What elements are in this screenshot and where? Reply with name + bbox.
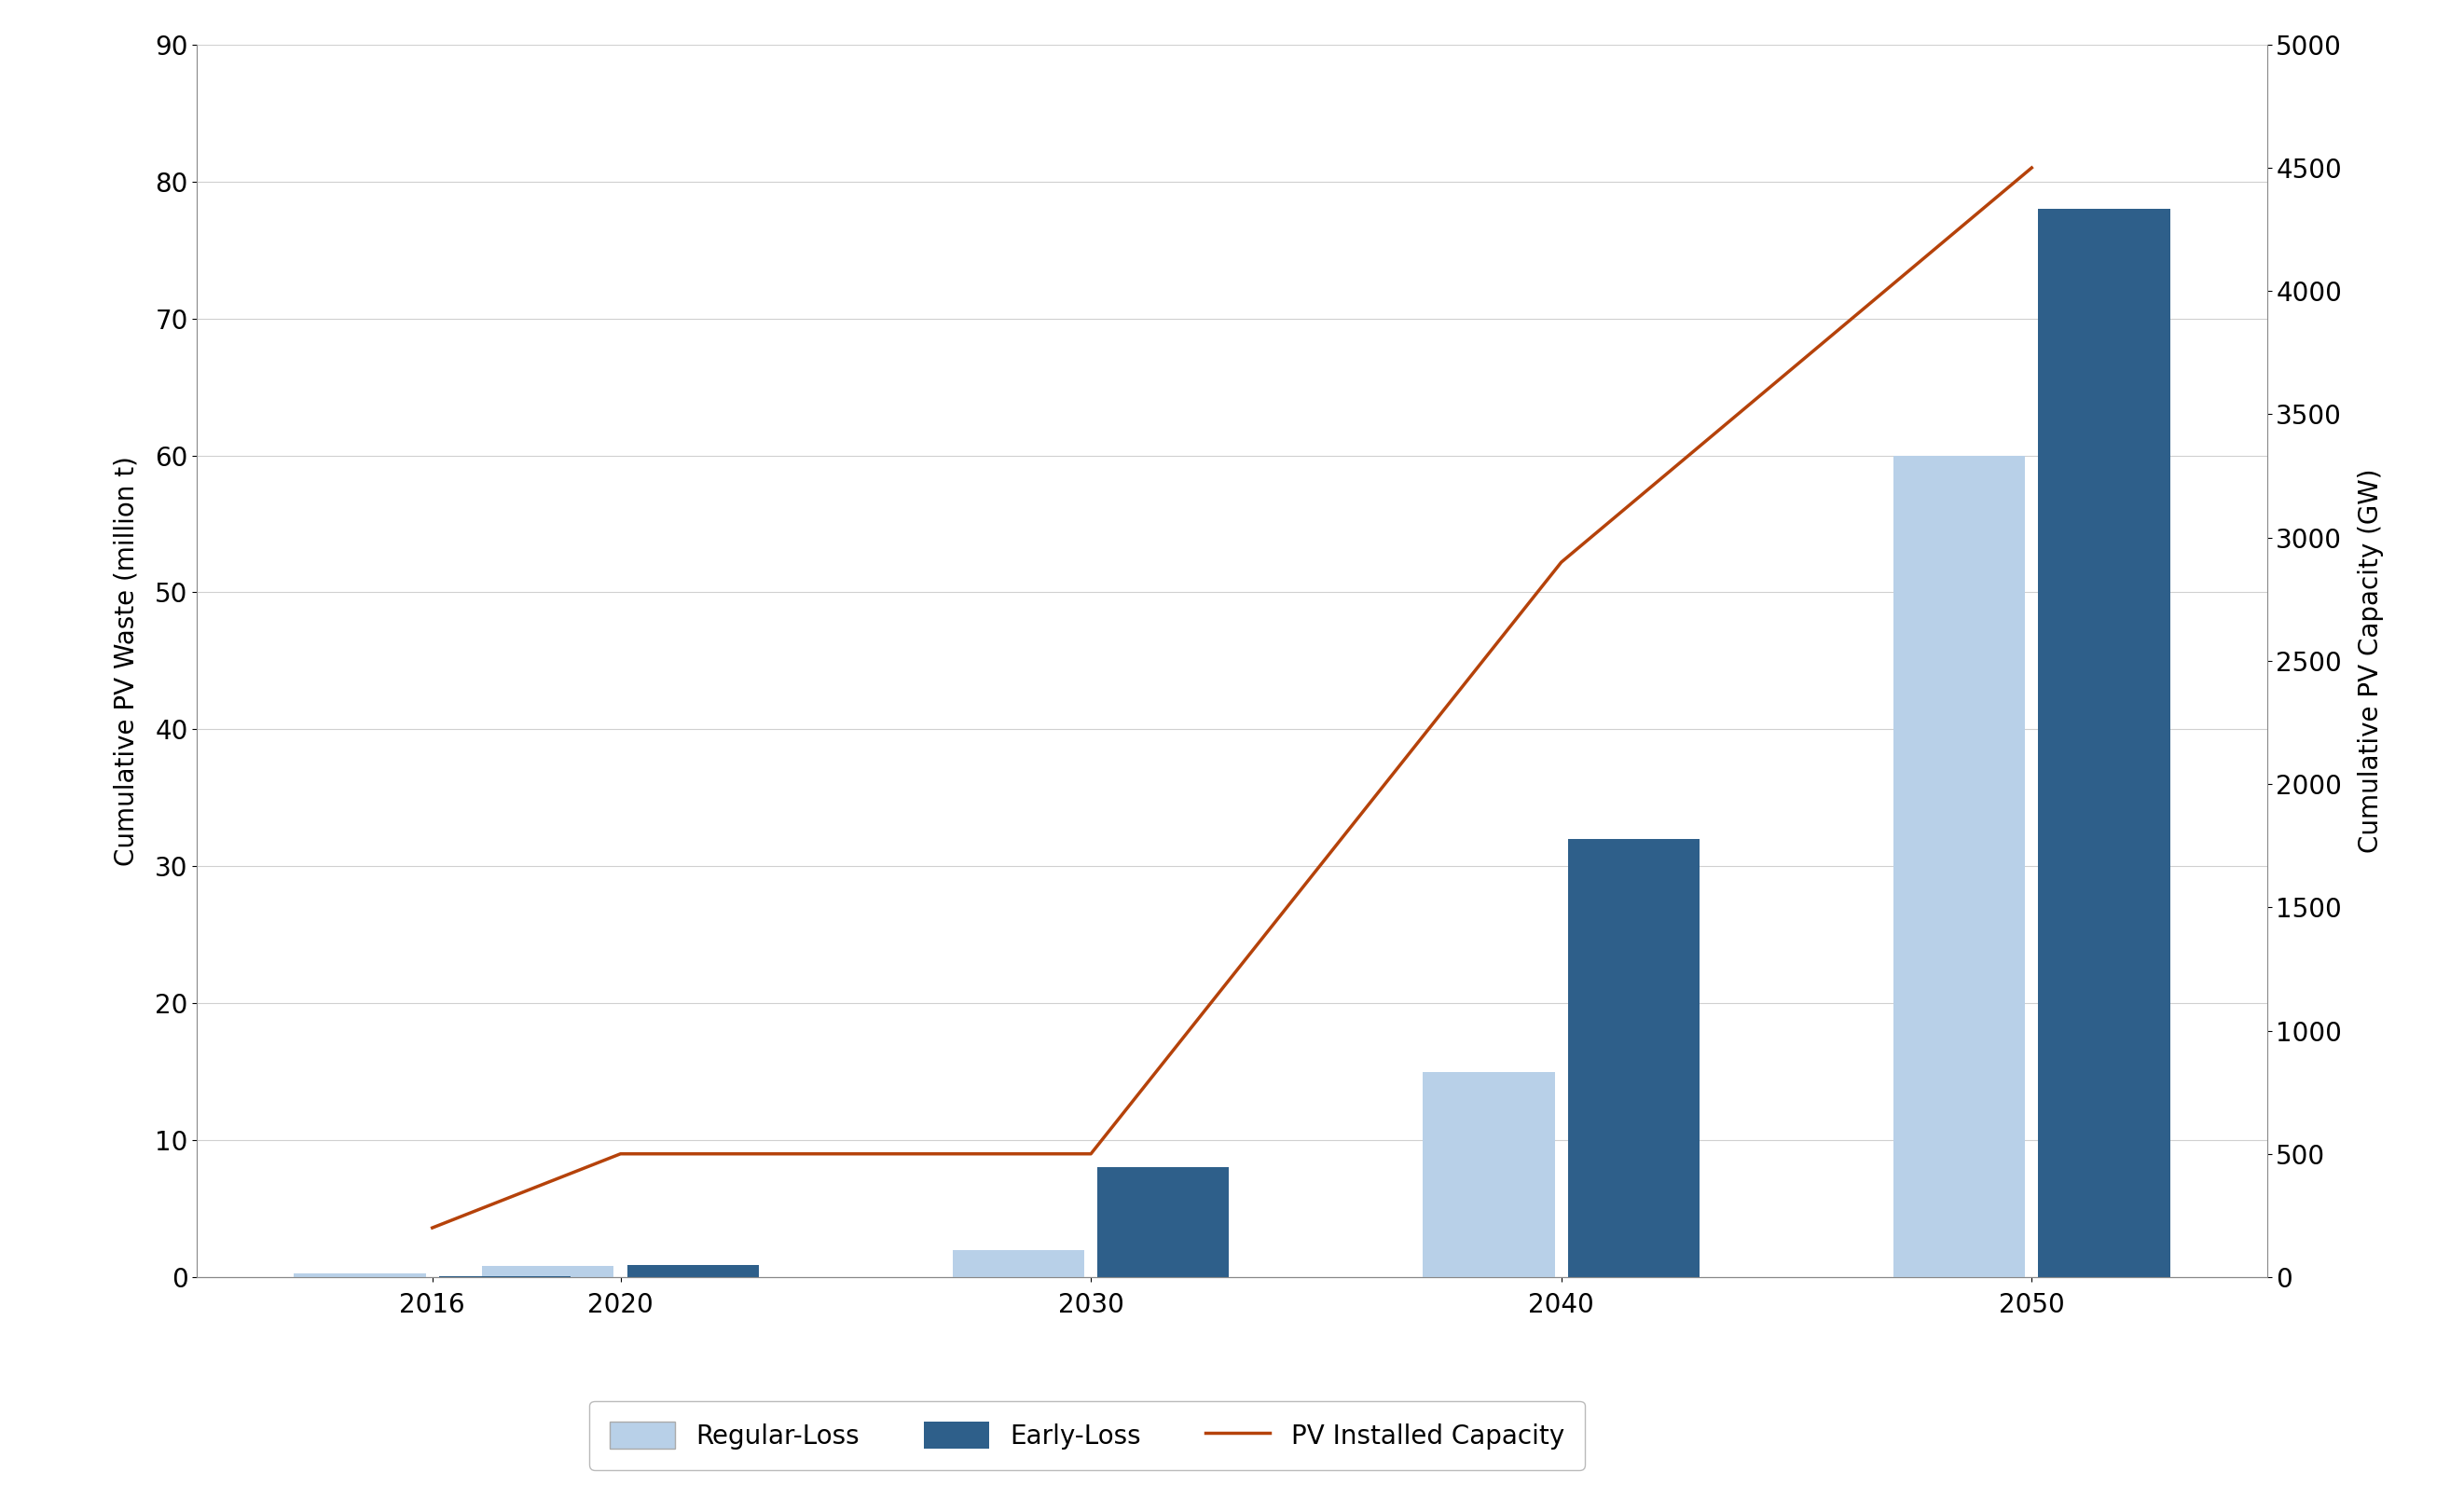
Bar (293, 1273, 426, 1277)
Bar (954, 1250, 1084, 1277)
Bar (1096, 1167, 1230, 1277)
Y-axis label: Cumulative PV Waste (million t): Cumulative PV Waste (million t) (113, 456, 140, 866)
Bar (626, 1265, 759, 1277)
Bar (2038, 209, 2171, 1277)
Bar (1424, 1072, 1555, 1277)
Y-axis label: Cumulative PV Capacity (GW): Cumulative PV Capacity (GW) (2358, 469, 2383, 852)
Legend: Regular-Loss, Early-Loss, PV Installed Capacity: Regular-Loss, Early-Loss, PV Installed C… (589, 1400, 1584, 1470)
Bar (1567, 839, 1700, 1277)
Bar (483, 1267, 614, 1277)
Bar (1892, 456, 2025, 1277)
